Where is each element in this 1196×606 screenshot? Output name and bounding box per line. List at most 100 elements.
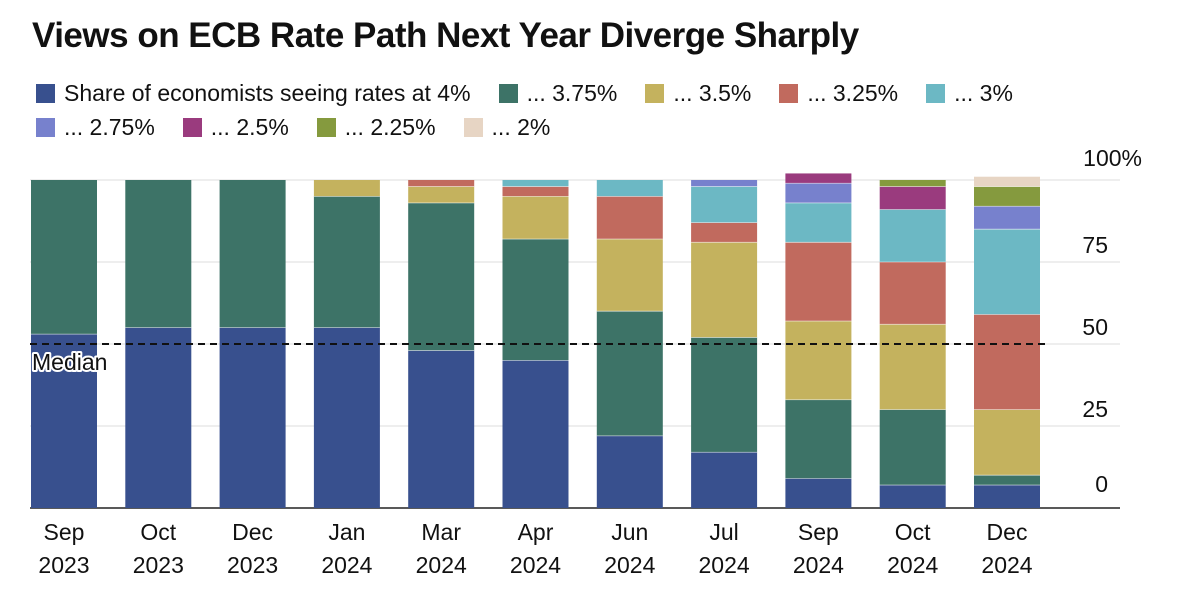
y-tick-label: 100% xyxy=(1083,145,1142,171)
legend-item: ... 2.5% xyxy=(182,113,289,141)
bar-segment xyxy=(596,239,663,312)
bar-segment xyxy=(691,180,758,187)
bar-segment xyxy=(408,186,475,203)
legend-item: ... 2.25% xyxy=(316,113,436,141)
y-axis-ticks: 100% 75 50 25 0 xyxy=(1082,145,1142,497)
x-tick-month: Mar xyxy=(421,519,461,545)
x-tick-label: Dec 2024 xyxy=(981,519,1032,578)
bar-segment xyxy=(502,239,569,361)
x-tick-year: 2024 xyxy=(699,552,750,578)
legend-swatch xyxy=(926,83,946,103)
bar-segment xyxy=(879,209,946,262)
bars xyxy=(31,173,1040,508)
bar-segment xyxy=(502,180,569,187)
bar-segment xyxy=(974,409,1040,476)
bar-segment xyxy=(974,229,1040,315)
x-tick-month: Sep xyxy=(44,519,85,545)
x-tick-month: Apr xyxy=(518,519,554,545)
legend-label: ... 3.25% xyxy=(807,79,899,106)
legend-swatch xyxy=(463,117,483,137)
x-tick-year: 2024 xyxy=(981,552,1032,578)
bar-segment xyxy=(219,180,286,328)
x-tick-label: Oct 2023 xyxy=(133,519,184,578)
x-tick-year: 2024 xyxy=(604,552,655,578)
legend-label: Share of economists seeing rates at 4% xyxy=(64,79,471,106)
bar-segment xyxy=(691,222,758,243)
bar-segment xyxy=(974,206,1040,230)
bar-segment xyxy=(596,311,663,436)
bar-segment xyxy=(691,242,758,338)
x-tick-year: 2024 xyxy=(416,552,467,578)
x-tick-label: Jul 2024 xyxy=(699,519,750,578)
x-tick-month: Oct xyxy=(895,519,931,545)
x-tick-label: Jan 2024 xyxy=(321,519,372,578)
x-tick-month: Jun xyxy=(611,519,648,545)
chart-title: Views on ECB Rate Path Next Year Diverge… xyxy=(32,16,859,55)
bar-segment xyxy=(313,196,380,328)
bar-segment xyxy=(785,202,852,243)
bar-segment xyxy=(125,180,192,328)
legend-swatch xyxy=(645,83,665,103)
bar-segment xyxy=(974,176,1040,187)
bar-segment xyxy=(785,321,852,400)
bar-segment xyxy=(31,180,97,335)
bar-segment xyxy=(313,327,380,508)
y-tick-label: 75 xyxy=(1082,232,1108,258)
bar-segment xyxy=(879,324,946,410)
bar-segment xyxy=(691,452,758,508)
legend-item: ... 2.75% xyxy=(36,114,155,141)
legend-swatch xyxy=(498,83,518,103)
x-tick-month: Dec xyxy=(232,519,273,545)
legend-row: ... 2.75% ... 2.5% ... 2.25% ... 2% xyxy=(36,110,1156,144)
legend-swatch xyxy=(779,83,799,103)
bar-segment xyxy=(408,350,475,508)
x-tick-year: 2023 xyxy=(227,552,278,578)
x-tick-label: Jun 2024 xyxy=(604,519,655,578)
bar-segment xyxy=(125,327,192,508)
bar-segment xyxy=(785,478,852,508)
bar-segment xyxy=(596,196,663,240)
bar-segment xyxy=(974,186,1040,207)
x-tick-month: Jul xyxy=(709,519,738,545)
y-tick-label: 0 xyxy=(1095,471,1108,497)
x-tick-label: Sep 2023 xyxy=(38,519,89,578)
x-tick-year: 2023 xyxy=(38,552,89,578)
bar-segment xyxy=(691,186,758,223)
legend-label: ... 2.5% xyxy=(210,113,289,140)
legend-label: ... 2.75% xyxy=(64,113,155,140)
legend-row: Share of economists seeing rates at 4%..… xyxy=(36,76,1156,110)
median-label: Median xyxy=(32,349,107,375)
bar-segment xyxy=(879,262,946,325)
x-tick-month: Sep xyxy=(798,519,839,545)
legend-item: ... 3% xyxy=(926,80,1013,107)
x-tick-label: Sep 2024 xyxy=(793,519,844,578)
x-tick-month: Dec xyxy=(987,519,1028,545)
bar-segment xyxy=(596,180,663,197)
bar-segment xyxy=(785,173,852,184)
x-tick-label: Oct 2024 xyxy=(887,519,938,578)
x-tick-year: 2024 xyxy=(793,552,844,578)
legend-label: ... 2.25% xyxy=(344,113,436,140)
bar-segment xyxy=(313,180,380,197)
x-tick-year: 2024 xyxy=(887,552,938,578)
bar-segment xyxy=(502,186,569,197)
bar-segment xyxy=(879,186,946,210)
legend-swatch xyxy=(36,117,55,137)
bar-segment xyxy=(785,242,852,322)
bar-segment xyxy=(785,399,852,479)
legend: Share of economists seeing rates at 4%..… xyxy=(36,76,1156,144)
bar-segment xyxy=(31,334,97,508)
legend-item: ... 3.75% xyxy=(498,80,617,107)
legend-swatch xyxy=(316,117,336,137)
x-tick-label: Mar 2024 xyxy=(416,519,467,578)
bar-segment xyxy=(879,485,946,508)
annotations: Median xyxy=(30,343,1046,377)
x-tick-label: Apr 2024 xyxy=(510,519,561,578)
bar-segment xyxy=(974,314,1040,410)
legend-item: ... 2% xyxy=(463,114,550,141)
bar-segment xyxy=(974,475,1040,486)
bar-segment xyxy=(879,409,946,486)
bar-segment xyxy=(408,202,475,351)
legend-label: ... 3.5% xyxy=(673,79,752,106)
